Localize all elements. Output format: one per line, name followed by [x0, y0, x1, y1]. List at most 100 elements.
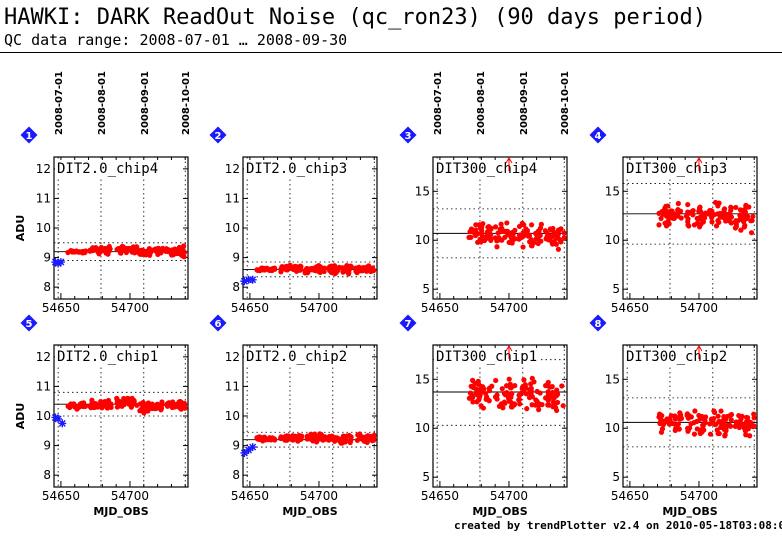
- data-point: [158, 407, 164, 413]
- data-point: [327, 266, 334, 272]
- data-point: [281, 266, 287, 272]
- data-point: [68, 401, 74, 407]
- panel-label-bg: [55, 160, 161, 177]
- data-point: [658, 215, 664, 222]
- data-point: [316, 435, 322, 441]
- data-point: [743, 202, 749, 208]
- data-point: [715, 413, 721, 419]
- data-point: [163, 246, 170, 252]
- overflow-arrow-head: [695, 345, 703, 352]
- header-divider: [0, 52, 782, 53]
- data-point: [181, 243, 187, 249]
- old-data-point: [58, 419, 67, 428]
- plot-frame: [53, 156, 189, 300]
- data-point: [295, 436, 301, 442]
- x-tick-label: 54700: [680, 489, 718, 503]
- y-tick-label: 5: [612, 470, 620, 484]
- data-point: [258, 436, 264, 442]
- x-tick-label: 54650: [231, 489, 269, 503]
- y-tick-label: 11: [225, 191, 240, 205]
- data-point: [555, 399, 561, 406]
- data-point: [675, 200, 681, 207]
- data-point: [663, 223, 670, 229]
- data-point: [555, 232, 561, 238]
- y-axis-title: ADU: [14, 215, 27, 242]
- footer-credit: created by trendPlotter v2.4 on 2010-05-…: [454, 519, 782, 532]
- data-point: [714, 427, 720, 433]
- data-point: [749, 422, 755, 428]
- data-point: [549, 394, 555, 400]
- x-tick-label: 54650: [231, 301, 269, 315]
- data-point: [744, 415, 751, 421]
- data-point: [517, 401, 523, 407]
- data-point: [700, 423, 706, 429]
- data-point: [748, 218, 754, 224]
- page-title: HAWKI: DARK ReadOut Noise (qc_ron23) (90…: [4, 5, 706, 30]
- data-point: [561, 230, 567, 236]
- data-point: [494, 396, 500, 402]
- data-point: [519, 234, 525, 240]
- data-point: [685, 219, 691, 225]
- panel-5: 8 9 10 11 12 54650 54700 5 DIT2.0_chip1 ADU MJD_OB…: [14, 314, 189, 518]
- panel-label-bg: [55, 348, 161, 365]
- panel-badge: [209, 314, 227, 332]
- panel-badge: [399, 126, 417, 144]
- data-point: [77, 249, 83, 255]
- data-point: [478, 403, 484, 409]
- panel-badge: [209, 126, 227, 144]
- panel-badge-number: 4: [595, 131, 602, 142]
- y-tick-label: 15: [605, 184, 620, 198]
- plot-frame: [622, 156, 758, 300]
- data-point: [320, 435, 326, 441]
- data-point: [697, 216, 703, 222]
- data-point: [496, 235, 502, 241]
- date-tick-label: 2008-10-01: [560, 71, 571, 135]
- data-point: [723, 426, 729, 432]
- panel-badge-number: 6: [215, 319, 222, 330]
- data-point: [545, 379, 551, 386]
- data-point: [538, 221, 544, 227]
- data-point: [262, 437, 268, 443]
- x-axis-title: MJD_OBS: [662, 505, 717, 518]
- old-data-point: [248, 443, 257, 452]
- data-point: [685, 428, 691, 434]
- data-point: [553, 390, 560, 397]
- data-point: [748, 230, 755, 236]
- data-point: [504, 220, 510, 226]
- data-point: [331, 263, 338, 269]
- data-point: [155, 246, 161, 253]
- data-point: [511, 402, 517, 408]
- data-point: [312, 266, 318, 272]
- data-point: [492, 235, 498, 241]
- data-point: [722, 433, 728, 439]
- panel-badge-number: 8: [595, 319, 602, 330]
- data-point: [560, 403, 566, 409]
- date-tick-label: 2008-08-01: [476, 71, 487, 135]
- data-point: [685, 415, 692, 421]
- overflow-arrow-head: [695, 157, 703, 164]
- data-point: [697, 204, 703, 210]
- data-point: [751, 411, 757, 417]
- date-tick-label: 2008-07-01: [433, 71, 444, 135]
- panel-label: DIT300_chip3: [626, 161, 727, 177]
- data-point: [93, 247, 99, 253]
- data-point: [81, 249, 87, 255]
- x-tick-label: 54650: [611, 489, 649, 503]
- data-point: [304, 265, 310, 272]
- y-tick-label: 10: [225, 409, 240, 423]
- data-point: [711, 416, 717, 422]
- data-point: [141, 410, 147, 416]
- y-tick-label: 12: [36, 162, 51, 176]
- data-point: [502, 392, 509, 398]
- x-tick-label: 54650: [611, 301, 649, 315]
- data-point: [561, 235, 567, 241]
- data-point: [470, 384, 476, 390]
- data-point: [658, 429, 665, 435]
- data-point: [356, 266, 362, 272]
- data-point: [685, 201, 691, 208]
- panel-badge: [589, 314, 607, 332]
- panel-badge: [399, 314, 417, 332]
- data-point: [747, 433, 753, 439]
- data-point: [478, 383, 484, 389]
- old-data-point: [51, 258, 60, 267]
